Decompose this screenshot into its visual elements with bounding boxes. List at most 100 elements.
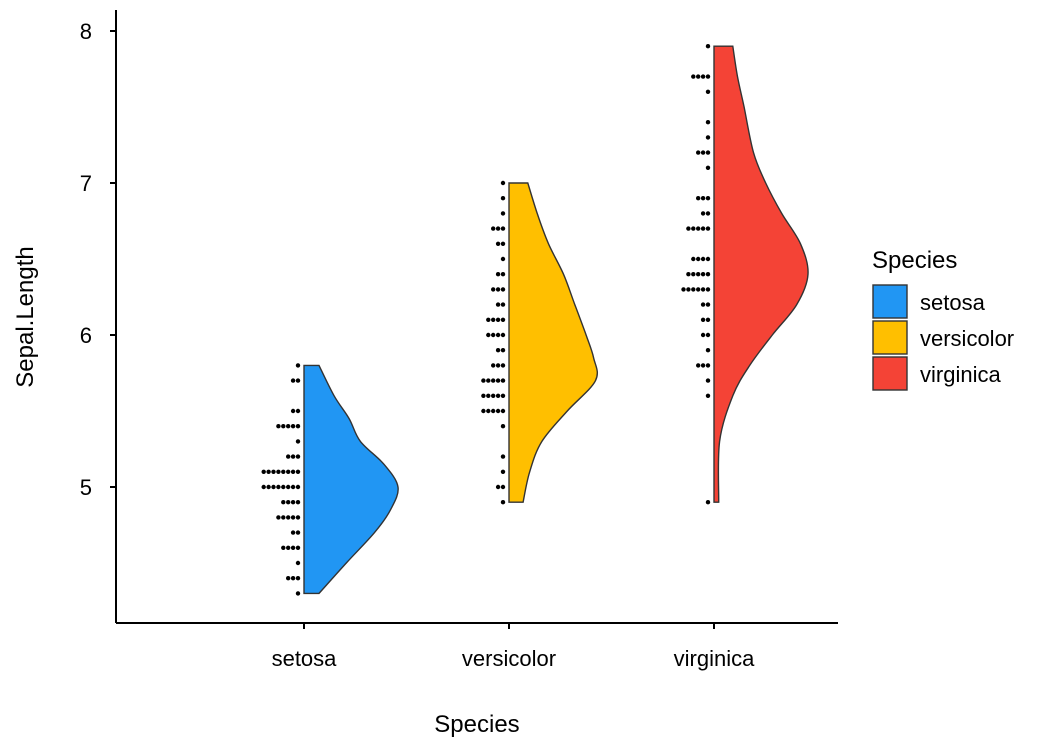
dot-setosa: [295, 530, 301, 535]
dot-versicolor: [491, 393, 496, 398]
dot-virginica: [691, 272, 696, 277]
dot-virginica: [696, 196, 701, 201]
dot-versicolor: [500, 363, 506, 368]
dot-versicolor: [500, 454, 506, 459]
dot-versicolor: [481, 378, 486, 383]
dot-virginica: [691, 287, 696, 292]
dot-setosa: [271, 484, 276, 490]
dot-virginica: [700, 332, 706, 338]
dot-setosa: [290, 408, 296, 414]
dot-setosa: [281, 469, 286, 474]
dot-versicolor: [500, 500, 506, 505]
dot-versicolor: [495, 226, 501, 231]
dot-virginica: [686, 287, 691, 292]
dot-versicolor: [481, 408, 486, 414]
dot-versicolor: [495, 317, 501, 322]
legend-label-setosa: setosa: [920, 290, 986, 315]
dot-setosa: [261, 484, 266, 490]
dot-versicolor: [491, 378, 496, 383]
x-tick-label-virginica: virginica: [674, 646, 755, 671]
dot-versicolor: [491, 332, 496, 338]
dot-versicolor: [500, 196, 506, 201]
violin-virginica: [713, 45, 809, 503]
dot-virginica: [700, 226, 706, 231]
legend-label-versicolor: versicolor: [920, 326, 1014, 351]
dot-versicolor: [500, 378, 506, 383]
dot-versicolor: [481, 393, 486, 398]
dot-setosa: [286, 500, 291, 505]
dot-versicolor: [500, 180, 506, 186]
dot-virginica: [705, 272, 711, 277]
dot-virginica: [705, 500, 711, 505]
dot-virginica: [700, 211, 706, 216]
dot-versicolor: [500, 408, 506, 414]
dot-versicolor: [500, 424, 506, 429]
dot-virginica: [696, 363, 701, 368]
dot-versicolor: [495, 287, 501, 292]
dot-virginica: [705, 378, 711, 383]
dot-versicolor: [495, 408, 501, 414]
dot-virginica: [700, 287, 706, 292]
dot-setosa: [286, 576, 291, 581]
dot-virginica: [696, 74, 701, 79]
dot-virginica: [681, 287, 686, 292]
dot-virginica: [696, 150, 701, 155]
dot-versicolor: [500, 226, 506, 231]
dot-virginica: [700, 74, 706, 79]
dot-setosa: [295, 408, 301, 414]
dot-virginica: [705, 256, 711, 262]
dot-versicolor: [495, 302, 501, 307]
dot-setosa: [266, 484, 271, 490]
dot-setosa: [290, 500, 296, 505]
dot-setosa: [286, 545, 291, 550]
dot-setosa: [295, 424, 301, 429]
dot-setosa: [276, 469, 281, 474]
dot-versicolor: [491, 363, 496, 368]
dot-virginica: [705, 226, 711, 231]
dot-versicolor: [495, 272, 501, 277]
dot-virginica: [705, 348, 711, 353]
dot-versicolor: [500, 287, 506, 292]
dot-setosa: [286, 515, 291, 520]
dot-virginica: [705, 120, 711, 125]
dot-virginica: [705, 165, 711, 170]
dot-virginica: [705, 74, 711, 79]
dot-setosa: [286, 424, 291, 429]
dot-virginica: [705, 332, 711, 338]
dot-virginica: [691, 74, 696, 79]
legend-label-virginica: virginica: [920, 362, 1001, 387]
legend-swatch-virginica: [872, 356, 908, 391]
legend-swatch-setosa: [872, 284, 908, 319]
dot-setosa: [281, 500, 286, 505]
x-tick-label-setosa: setosa: [272, 646, 338, 671]
y-tick-label: 6: [80, 323, 92, 348]
dot-virginica: [691, 226, 696, 231]
dot-virginica: [705, 211, 711, 216]
dot-virginica: [705, 150, 711, 155]
dot-versicolor: [491, 408, 496, 414]
dot-virginica: [705, 196, 711, 201]
dot-setosa: [295, 363, 301, 368]
dot-versicolor: [486, 317, 491, 322]
dot-setosa: [290, 378, 296, 383]
legend-swatch-versicolor: [872, 320, 908, 355]
dot-setosa: [286, 484, 291, 490]
dot-setosa: [290, 545, 296, 550]
dot-setosa: [295, 439, 301, 444]
dot-versicolor: [495, 393, 501, 398]
dot-virginica: [700, 256, 706, 262]
dot-setosa: [271, 469, 276, 474]
dot-virginica: [700, 302, 706, 307]
dot-setosa: [281, 484, 286, 490]
dot-versicolor: [486, 393, 491, 398]
dot-setosa: [295, 500, 301, 505]
y-tick-label: 5: [80, 475, 92, 500]
dot-virginica: [705, 135, 711, 140]
dot-setosa: [290, 424, 296, 429]
dot-virginica: [700, 272, 706, 277]
dot-virginica: [696, 287, 701, 292]
dot-virginica: [700, 196, 706, 201]
dot-virginica: [686, 272, 691, 277]
dot-setosa: [290, 530, 296, 535]
